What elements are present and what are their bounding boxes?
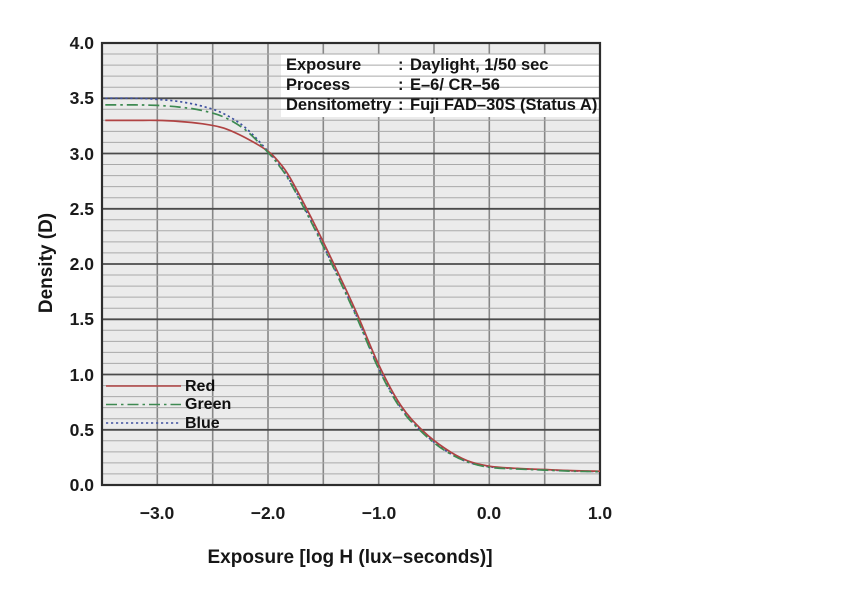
legend-label-blue: Blue [185,415,220,432]
x-tick-label: −3.0 [139,503,175,523]
x-tick-label: 1.0 [587,503,613,523]
annotation-separator: : [398,96,404,114]
curve-green [105,104,601,473]
y-tick-label: 1.5 [69,309,94,329]
y-tick-label: 0.5 [69,420,94,440]
plot-border [100,41,602,487]
y-tick-label: 1.0 [69,365,94,385]
annotation-background-box [281,54,649,117]
annotation-value: E–6/ CR–56 [410,76,500,94]
y-tick-label: 2.5 [69,199,94,219]
annotation-row-process: Process : E–6/ CR–56 [286,75,597,95]
x-axis-title: Exposure [log H (lux–seconds)] [207,547,493,568]
y-tick-label: 2.0 [69,254,94,274]
annotation-separator: : [398,76,404,94]
annotation-label: Process [286,76,351,94]
y-tick-label: 3.5 [69,88,94,108]
curve-red [105,119,601,473]
annotation-value: Fuji FAD–30S (Status A) [410,96,598,114]
legend-label-green: Green [185,396,232,413]
annotation-row-densitometry: Densitometry : Fuji FAD–30S (Status A) [286,95,597,115]
annotation-label: Exposure [286,56,362,74]
y-tick-label: 4.0 [69,33,94,53]
annotation-separator: : [398,56,404,74]
y-tick-label: 0.0 [69,475,94,495]
exposure-conditions-annotation: Exposure : Daylight, 1/50 sec Process : … [286,55,597,115]
x-tick-label: 0.0 [476,503,502,523]
annotation-row-exposure: Exposure : Daylight, 1/50 sec [286,55,597,75]
legend-label-red: Red [185,378,216,395]
annotation-label: Densitometry [286,96,392,114]
annotation-value: Daylight, 1/50 sec [410,56,549,74]
x-tick-label: −2.0 [250,503,286,523]
y-tick-label: 3.0 [69,144,94,164]
x-tick-label: −1.0 [361,503,397,523]
